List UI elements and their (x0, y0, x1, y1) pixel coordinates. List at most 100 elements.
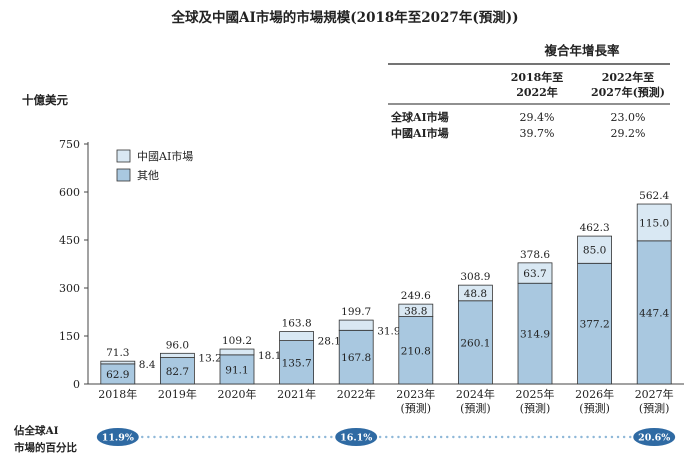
data-label-china: 115.0 (639, 217, 669, 229)
share-badge-text: 16.1% (340, 433, 372, 444)
x-axis-labels: 2018年 2019年 2020年 2021年 2022年 2023年(預測)2024年(… (98, 387, 673, 415)
data-label-china: 18.1 (258, 350, 281, 362)
data-label-total: 378.6 (520, 249, 550, 261)
data-label-total: 462.3 (580, 222, 610, 234)
x-tick-label: 2022年 (337, 387, 376, 401)
data-label-other: 377.2 (580, 319, 610, 331)
share-badge (633, 428, 676, 446)
bar-china (159, 352, 195, 358)
data-label-china: 8.4 (139, 359, 156, 371)
legend-swatch-other (116, 168, 131, 182)
chart-title: 全球及中國AI市場的市場規模(2018年至2027年(預測)) (171, 9, 519, 26)
cagr-row1-label: 全球AI市場 (390, 110, 449, 124)
y-tick-label: 150 (59, 330, 80, 343)
bar-china (398, 303, 434, 317)
y-tick-label: 450 (59, 234, 80, 247)
share-row: 11.9% 16.1% 20.6% (96, 428, 676, 446)
share-label-line2: 市場的百分比 (14, 441, 77, 454)
data-label-total: 308.9 (460, 271, 490, 283)
bar-other (517, 282, 553, 385)
data-label-other: 91.1 (225, 364, 248, 376)
data-label-total: 562.4 (639, 190, 669, 202)
cagr-col2-line1: 2022年至 (602, 70, 655, 84)
x-tick-label: (預測) (401, 401, 432, 415)
bar-other (577, 262, 612, 385)
x-tick-label: 2018年 (98, 387, 137, 401)
cagr-table: 複合年增長率 2018年至 2022年 2022年至 2027年(預測) 全球A… (388, 43, 670, 140)
share-badge-text: 11.9% (102, 433, 134, 444)
data-label-china: 31.9 (377, 325, 400, 337)
data-label-china: 48.8 (464, 288, 487, 300)
bar-other (457, 300, 493, 385)
y-tick-label: 0 (73, 378, 80, 391)
share-badge (96, 428, 139, 446)
x-tick-label: (預測) (460, 401, 491, 415)
legend-label-other: 其他 (137, 169, 159, 182)
data-label-total: 96.0 (166, 339, 189, 351)
legend: 中國AI市場 其他 (116, 149, 193, 182)
legend-swatch-china (116, 149, 131, 163)
y-tick-label: 300 (59, 282, 80, 295)
data-label-other: 210.8 (401, 345, 431, 357)
y-tick-label: 600 (59, 186, 80, 199)
share-badge-text: 20.6% (638, 433, 670, 444)
bar-other (279, 340, 315, 385)
y-tick-label: 750 (59, 138, 80, 151)
x-tick-label: 2021年 (277, 387, 316, 401)
data-label-other: 167.8 (341, 352, 371, 364)
x-tick-label: 2023年 (396, 387, 435, 401)
bars: 62.9 8.4 71.3 82.7 13.2 96.0 91.1 18.1 109.2 135.… (100, 190, 672, 385)
data-label-total: 71.3 (106, 347, 129, 359)
data-label-china: 85.0 (583, 245, 606, 257)
y-axis-label: 十億美元 (22, 93, 68, 107)
x-tick-label: (預測) (639, 401, 670, 415)
cagr-row2-label: 中國AI市場 (391, 126, 449, 140)
x-tick-label: 2025年 (516, 387, 555, 401)
bar-china (279, 331, 315, 341)
bar-china (517, 262, 553, 284)
cagr-col1-line1: 2018年至 (511, 70, 564, 84)
x-tick-label: 2024年 (456, 387, 495, 401)
data-label-total: 163.8 (282, 318, 312, 330)
bar-china (100, 360, 136, 365)
data-label-other: 447.4 (639, 307, 669, 319)
data-label-total: 199.7 (341, 306, 371, 318)
bar-china (457, 284, 493, 302)
bar-china (636, 203, 672, 242)
cagr-col1-line2: 2022年 (516, 85, 558, 99)
data-label-other: 82.7 (166, 366, 189, 378)
cagr-col2-line2: 2027年(預測) (591, 85, 665, 99)
data-label-other: 314.9 (520, 329, 550, 341)
data-label-total: 249.6 (401, 290, 431, 302)
bar-other (219, 354, 255, 385)
x-tick-label: (預測) (579, 401, 610, 415)
x-tick-label: (預測) (520, 401, 551, 415)
cagr-row2-v1: 39.7% (520, 127, 555, 140)
bar-other (159, 357, 195, 385)
bar-china (338, 319, 374, 331)
x-tick-label: 2027年 (635, 387, 674, 401)
data-label-other: 135.7 (282, 357, 312, 369)
cagr-row1-v2: 23.0% (611, 111, 646, 124)
data-label-china: 28.1 (318, 336, 341, 348)
bar-other (636, 240, 672, 385)
x-tick-label: 2026年 (575, 387, 614, 401)
data-label-china: 63.7 (523, 268, 546, 280)
legend-label-china: 中國AI市場 (137, 149, 193, 163)
bar-china (577, 235, 612, 264)
cagr-row1-v1: 29.4% (520, 111, 555, 124)
x-tick-label: 2020年 (218, 387, 257, 401)
data-label-other: 62.9 (106, 369, 129, 381)
data-label-other: 260.1 (460, 337, 490, 349)
data-label-china: 38.8 (404, 305, 427, 317)
x-tick-label: 2019年 (158, 387, 197, 401)
cagr-row2-v2: 29.2% (611, 127, 646, 140)
bar-other (398, 316, 434, 385)
cagr-heading: 複合年增長率 (543, 43, 620, 58)
bar-other (338, 329, 374, 385)
bar-china (219, 348, 255, 356)
share-badge (335, 428, 378, 446)
data-label-china: 13.2 (198, 353, 221, 365)
share-label-line1: 佔全球AI (13, 424, 59, 437)
